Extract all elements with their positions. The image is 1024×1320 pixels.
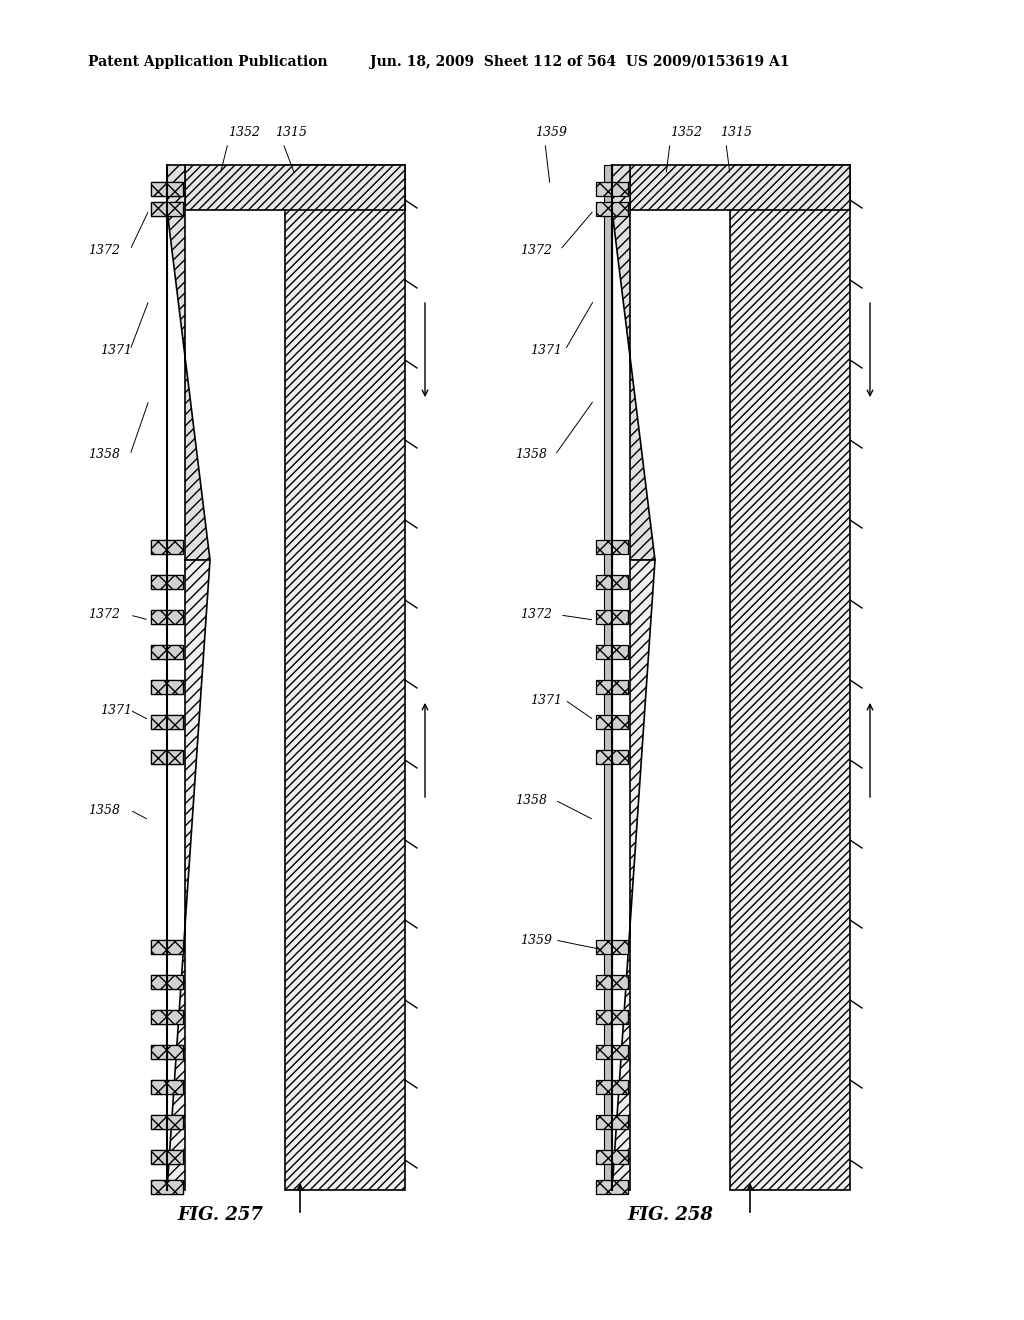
Polygon shape (167, 165, 210, 560)
Text: 1372: 1372 (88, 243, 120, 256)
Bar (596, 1150, 628, 1164)
Bar (151, 975, 183, 989)
Text: 1371: 1371 (100, 343, 132, 356)
Bar (596, 975, 628, 989)
Bar (151, 680, 183, 694)
Bar (151, 1150, 183, 1164)
Bar (151, 1080, 183, 1094)
Text: 1358: 1358 (515, 449, 547, 462)
Bar (151, 645, 183, 659)
Text: 1358: 1358 (515, 793, 547, 807)
Bar (596, 182, 628, 195)
Bar (151, 1115, 183, 1129)
Bar (285, 165, 406, 1191)
Bar (151, 1045, 183, 1059)
Bar (596, 940, 628, 954)
Bar (151, 182, 183, 195)
Text: 1352: 1352 (228, 127, 260, 140)
Bar (596, 540, 628, 554)
Bar (151, 1180, 183, 1195)
Polygon shape (612, 560, 655, 1191)
Bar (151, 680, 183, 694)
Text: 1371: 1371 (530, 343, 562, 356)
Text: 1315: 1315 (720, 127, 752, 140)
Bar (596, 645, 628, 659)
Text: 1371: 1371 (530, 693, 562, 706)
Bar (630, 165, 850, 210)
Bar (596, 1080, 628, 1094)
Bar (151, 610, 183, 624)
Bar (596, 680, 628, 694)
Polygon shape (167, 560, 210, 1191)
Bar (151, 1010, 183, 1024)
Text: 1372: 1372 (88, 609, 120, 622)
Bar (604, 165, 612, 1191)
Bar (151, 940, 183, 954)
Text: 1359: 1359 (520, 933, 552, 946)
Bar (151, 182, 183, 195)
Bar (730, 165, 850, 1191)
Bar (151, 540, 183, 554)
Bar (151, 202, 183, 216)
Bar (596, 1045, 628, 1059)
Bar (596, 1180, 628, 1195)
Bar (185, 165, 406, 210)
Bar (151, 645, 183, 659)
Text: Jun. 18, 2009  Sheet 112 of 564  US 2009/0153619 A1: Jun. 18, 2009 Sheet 112 of 564 US 2009/0… (370, 55, 790, 69)
Bar (596, 1115, 628, 1129)
Text: 1372: 1372 (520, 243, 552, 256)
Text: 1359: 1359 (535, 127, 567, 140)
Bar (596, 750, 628, 764)
Bar (151, 202, 183, 216)
Bar (596, 715, 628, 729)
Text: FIG. 258: FIG. 258 (627, 1206, 713, 1224)
Bar (151, 940, 183, 954)
Bar (151, 540, 183, 554)
Text: 1371: 1371 (100, 704, 132, 717)
Text: FIG. 257: FIG. 257 (177, 1206, 263, 1224)
Bar (151, 576, 183, 589)
Bar (151, 1010, 183, 1024)
Bar (151, 750, 183, 764)
Bar (596, 576, 628, 589)
Bar (151, 975, 183, 989)
Bar (151, 610, 183, 624)
Bar (596, 1010, 628, 1024)
Bar (151, 715, 183, 729)
Text: 1358: 1358 (88, 449, 120, 462)
Bar (151, 750, 183, 764)
Bar (151, 1150, 183, 1164)
Bar (596, 202, 628, 216)
Text: Patent Application Publication: Patent Application Publication (88, 55, 328, 69)
Bar (151, 576, 183, 589)
Text: 1358: 1358 (88, 804, 120, 817)
Bar (151, 715, 183, 729)
Text: 1352: 1352 (670, 127, 702, 140)
Bar (151, 1045, 183, 1059)
Text: 1372: 1372 (520, 609, 552, 622)
Bar (151, 1080, 183, 1094)
Bar (596, 610, 628, 624)
Text: 1315: 1315 (275, 127, 307, 140)
Polygon shape (612, 165, 655, 560)
Bar (151, 1115, 183, 1129)
Bar (151, 1180, 183, 1195)
